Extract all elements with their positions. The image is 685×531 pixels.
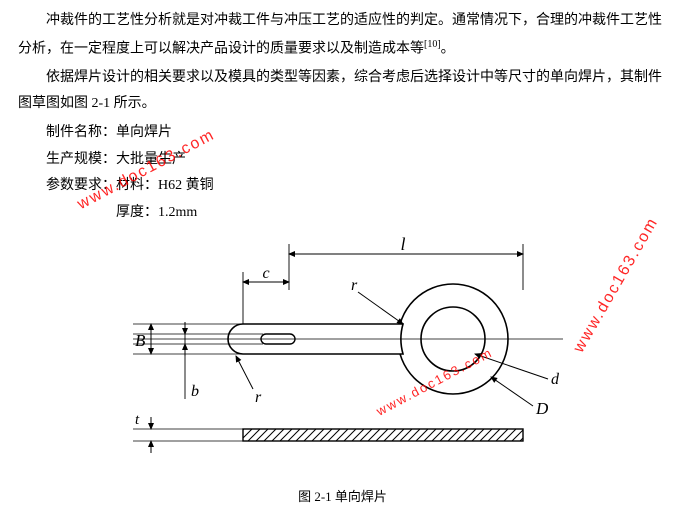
p1-ref: [10] [424, 39, 441, 50]
spec-line-3: 参数要求：材料：H62 黄铜 [46, 173, 667, 200]
diagram-svg: l c r r B b d [103, 234, 583, 464]
p1-text: 冲裁件的工艺性分析就是对冲裁工件与冲压工艺的适应性的判定。通常情况下，合理的冲裁… [18, 13, 662, 56]
spec4-value: 厚度：1.2mm [116, 205, 197, 220]
label-c: c [262, 265, 269, 282]
p2-text: 依据焊片设计的相关要求以及模具的类型等因素，综合考虑后选择设计中等尺寸的单向焊片… [18, 70, 662, 112]
spec-line-4: 厚度：1.2mm [116, 200, 667, 227]
spec1-value: 单向焊片 [116, 125, 172, 140]
label-t: t [135, 412, 140, 428]
spec3-label: 参数要求： [46, 178, 116, 193]
label-r1: r [351, 277, 358, 294]
spec3-value: 材料：H62 黄铜 [116, 178, 214, 193]
diagram-container: l c r r B b d [18, 234, 667, 475]
paragraph-2: 依据焊片设计的相关要求以及模具的类型等因素，综合考虑后选择设计中等尺寸的单向焊片… [18, 65, 667, 118]
label-b: b [191, 383, 199, 400]
spec2-value: 大批量生产 [116, 152, 186, 167]
label-r2: r [255, 389, 262, 406]
p1-end: 。 [441, 41, 455, 56]
label-l: l [400, 234, 405, 254]
paragraph-1: 冲裁件的工艺性分析就是对冲裁工件与冲压工艺的适应性的判定。通常情况下，合理的冲裁… [18, 8, 667, 63]
label-d: d [551, 371, 560, 388]
spec1-label: 制件名称： [46, 125, 116, 140]
spec-line-1: 制件名称：单向焊片 [46, 120, 667, 147]
spec2-label: 生产规模： [46, 152, 116, 167]
figure-caption: 图 2-1 单向焊片 [18, 485, 667, 510]
label-D: D [535, 399, 549, 418]
spec-line-2: 生产规模：大批量生产 [46, 147, 667, 174]
label-B: B [135, 331, 146, 350]
